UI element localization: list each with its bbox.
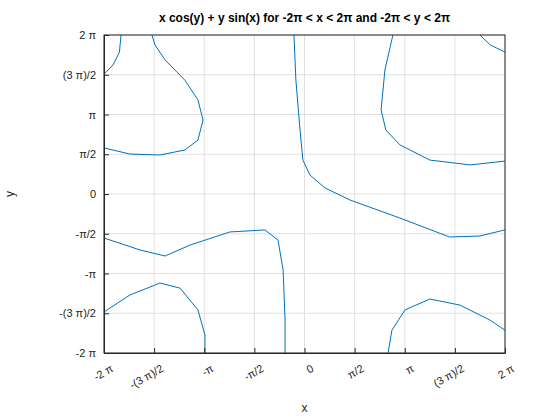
tick-mark (104, 234, 109, 235)
tick: 0 (90, 188, 109, 200)
tick-label: -(3 π)/2 (127, 362, 165, 391)
title: x cos(y) + y sin(x) for -2π < x < 2π and… (159, 11, 450, 25)
tick-mark (204, 348, 205, 353)
tick-label: π/2 (345, 362, 366, 381)
grid-line-y (104, 114, 505, 115)
tick-label: -π/2 (242, 362, 266, 383)
frame (104, 35, 505, 353)
curve (480, 35, 505, 52)
curve (104, 35, 121, 74)
tick: -π (85, 268, 109, 280)
tick-label: -(3 π)/2 (59, 307, 96, 319)
tick-mark (104, 313, 109, 314)
tick-label: -π/2 (76, 228, 96, 240)
tick-label: π (88, 109, 96, 121)
curves (104, 35, 505, 353)
y-axis: -2 π -(3 π)/2 -π -π/2 0 π/2 π (3 π)/2 2 π (59, 29, 109, 359)
tick-label: 0 (304, 362, 315, 375)
x-axis-label: x (302, 401, 308, 415)
tick-mark (305, 348, 306, 353)
tick-mark (104, 75, 109, 76)
plot-area (104, 35, 505, 353)
x-axis: -2 π -(3 π)/2 -π -π/2 0 π/2 π (3 π)/2 2 π (91, 348, 516, 391)
tick-label: π (403, 362, 416, 376)
tick-mark (405, 348, 406, 353)
tick: -(3 π)/2 (127, 348, 165, 391)
tick-mark (104, 194, 109, 195)
tick-label: -π (85, 268, 97, 280)
tick-label: (3 π)/2 (63, 69, 96, 81)
curve (294, 35, 505, 237)
tick-mark (455, 348, 456, 353)
tick-mark (154, 348, 155, 353)
tick-label: 2 π (496, 362, 517, 381)
tick-label: -2 π (76, 347, 97, 359)
grid-line-y (104, 233, 505, 234)
grid-line-y (104, 313, 505, 314)
tick-mark (104, 154, 109, 155)
tick: π (88, 109, 109, 121)
y-axis-label: y (3, 191, 17, 197)
tick-label: (3 π)/2 (431, 362, 466, 389)
tick: π/2 (79, 148, 109, 160)
tick: -(3 π)/2 (59, 307, 109, 319)
tick: (3 π)/2 (63, 69, 109, 81)
grid-line-y (104, 273, 505, 274)
tick-label: -π (200, 362, 216, 378)
tick: 0 (304, 348, 315, 376)
tick-label: -2 π (91, 362, 115, 383)
tick-label: 2 π (79, 29, 96, 41)
tick: π (403, 348, 416, 376)
chart: -2 π -(3 π)/2 -π -π/2 0 π/2 π (3 π)/2 2 π -2 π -(3… (0, 0, 560, 420)
grid-line-y (104, 194, 505, 195)
tick-mark (104, 274, 109, 275)
curve (104, 230, 285, 353)
tick: (3 π)/2 (431, 348, 466, 389)
grid-line-y (104, 74, 505, 75)
curve (104, 35, 203, 155)
tick-label: π/2 (79, 148, 96, 160)
tick-mark (355, 348, 356, 353)
tick-label: 0 (90, 188, 96, 200)
curve (388, 299, 505, 353)
grid (104, 35, 505, 353)
tick-mark (254, 348, 255, 353)
tick-mark (104, 115, 109, 116)
curve (104, 283, 205, 353)
curve (381, 35, 505, 165)
